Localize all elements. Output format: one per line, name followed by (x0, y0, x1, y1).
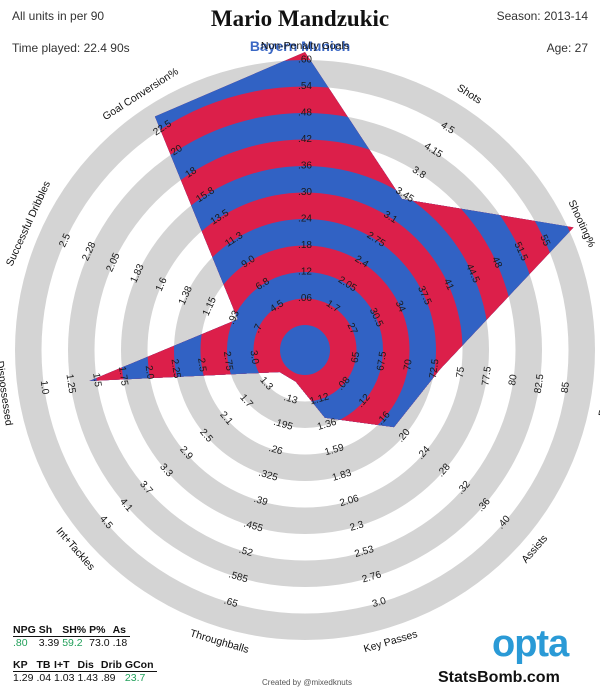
tick-label: 82.5 (533, 373, 547, 394)
tick-label: 3.0 (248, 350, 261, 366)
stats-value-cell: 1.03 (54, 672, 75, 684)
axis-label: Non-Penalty Goals (261, 40, 349, 52)
tick-label: .13 (282, 392, 299, 407)
tick-label: 1.36 (316, 417, 338, 433)
stats-value-cell: 1.29 (13, 672, 34, 684)
tick-label: .39 (252, 494, 269, 509)
tick-label: 41 (441, 277, 456, 292)
stats-value-cell: .04 (36, 672, 52, 684)
tick-label: 1.6 (154, 276, 170, 294)
tick-label: 1.83 (331, 468, 353, 484)
stats-value-cell: .18 (112, 637, 128, 649)
stats-value-cell: 59.2 (62, 637, 83, 649)
stats-table-1-header: NPG Sh SH% P% As (13, 624, 131, 637)
stats-table-2: KP TB I+T Dis Drib GCon 1.29.04 1.03 1.43.89 23.… (13, 659, 157, 684)
tick-label: 2.5 (57, 232, 73, 250)
tick-label: .42 (298, 134, 312, 145)
stats-header-cell: NPG (13, 624, 39, 637)
stats-header-cell: SH% (62, 624, 90, 637)
stats-header-cell: GCon (124, 659, 157, 672)
tick-label: .18 (298, 240, 312, 251)
tick-label: 1.59 (324, 442, 346, 458)
tick-label: .585 (227, 569, 249, 585)
stats-value-cell: .89 (100, 672, 116, 684)
tick-label: 85 (560, 381, 573, 394)
tick-label: .30 (298, 187, 312, 198)
season: Season: 2013-14 (496, 9, 588, 23)
tick-label: 2.53 (353, 544, 375, 560)
tick-label: 1.5 (90, 372, 103, 388)
tick-label: .52 (237, 545, 254, 560)
tick-label: 2.0 (143, 365, 156, 381)
stats-header-cell: Dis (77, 659, 101, 672)
tick-label: 2.25 (168, 358, 182, 379)
stats-header-cell: P% (89, 624, 113, 637)
stats-table-2-values: 1.29.04 1.03 1.43.89 23.7 (13, 672, 157, 684)
tick-label: 77.5 (480, 365, 494, 386)
tick-label: .60 (298, 55, 312, 66)
tick-label: 80 (507, 373, 520, 386)
tick-label: 55 (537, 233, 552, 248)
tick-label: 65 (350, 351, 363, 364)
tick-label: .24 (298, 214, 312, 225)
data-band-center (280, 325, 330, 375)
tick-label: 1.25 (64, 373, 78, 394)
tick-label: 2.06 (338, 493, 360, 509)
tick-label: 2.76 (361, 569, 383, 585)
tick-label: 72.5 (428, 358, 442, 379)
tick-label: .48 (298, 108, 312, 119)
axis-label: Shots (455, 82, 484, 107)
opta-logo: opta (492, 623, 569, 665)
tick-label: .93 (226, 309, 242, 327)
tick-label: .195 (272, 417, 294, 433)
stats-value-cell: 23.7 (124, 672, 146, 684)
tick-label: .26 (267, 443, 284, 458)
tick-label: 1.75 (116, 366, 130, 387)
axis-label: Dispossessed (0, 360, 15, 427)
stats-value-cell: 1.43 (77, 672, 98, 684)
tick-label: 34 (393, 299, 408, 314)
units-note: All units in per 90 (12, 9, 105, 23)
tick-label: 1.12 (309, 391, 331, 407)
age: Age: 27 (546, 41, 588, 55)
tick-label: 2.5 (195, 357, 208, 373)
player-title: Mario Mandzukic (210, 6, 390, 31)
tick-label: 3.0 (371, 595, 388, 610)
tick-label: 27 (345, 321, 360, 336)
stats-value-cell: .80 (13, 637, 28, 649)
tick-label: 48 (489, 255, 504, 270)
team-subtitle: Bayern Munich (249, 38, 351, 54)
tick-label: 70 (402, 358, 415, 371)
stats-header-cell: KP (13, 659, 37, 672)
tick-label: .65 (223, 596, 240, 611)
statsbomb-logo: StatsBomb.com (438, 669, 560, 686)
stats-table-1-values: .80 3.39 59.2 73.0.18 (13, 637, 130, 649)
tick-label: .325 (257, 468, 279, 484)
stats-header-cell: Drib (100, 659, 125, 672)
stats-header-cell: As (112, 624, 131, 637)
axis-label: Passing% (597, 369, 600, 417)
stats-value-cell: 73.0 (89, 637, 110, 649)
tick-label: 2.75 (221, 351, 235, 372)
stats-table-1: NPG Sh SH% P% As .80 3.39 59.2 73.0.18 (13, 624, 131, 649)
tick-label: .12 (298, 267, 312, 278)
stats-header-cell: I+T (54, 659, 78, 672)
credit-text: Created by @mixedknuts (262, 678, 352, 687)
stats-header-cell: TB (36, 659, 55, 672)
tick-label: 1.0 (38, 380, 51, 396)
tick-label: 75 (455, 366, 468, 379)
time-played: Time played: 22.4 90s (12, 41, 130, 55)
stats-value-cell: 3.39 (38, 637, 60, 649)
tick-label: 67.5 (375, 350, 389, 371)
tick-label: .455 (242, 519, 264, 535)
tick-label: .36 (298, 161, 312, 172)
stats-header-cell: Sh (38, 624, 63, 637)
stats-table-2-header: KP TB I+T Dis Drib GCon (13, 659, 157, 672)
tick-label: .54 (298, 81, 312, 92)
tick-label: 2.3 (349, 519, 366, 534)
tick-label: .06 (298, 293, 312, 304)
